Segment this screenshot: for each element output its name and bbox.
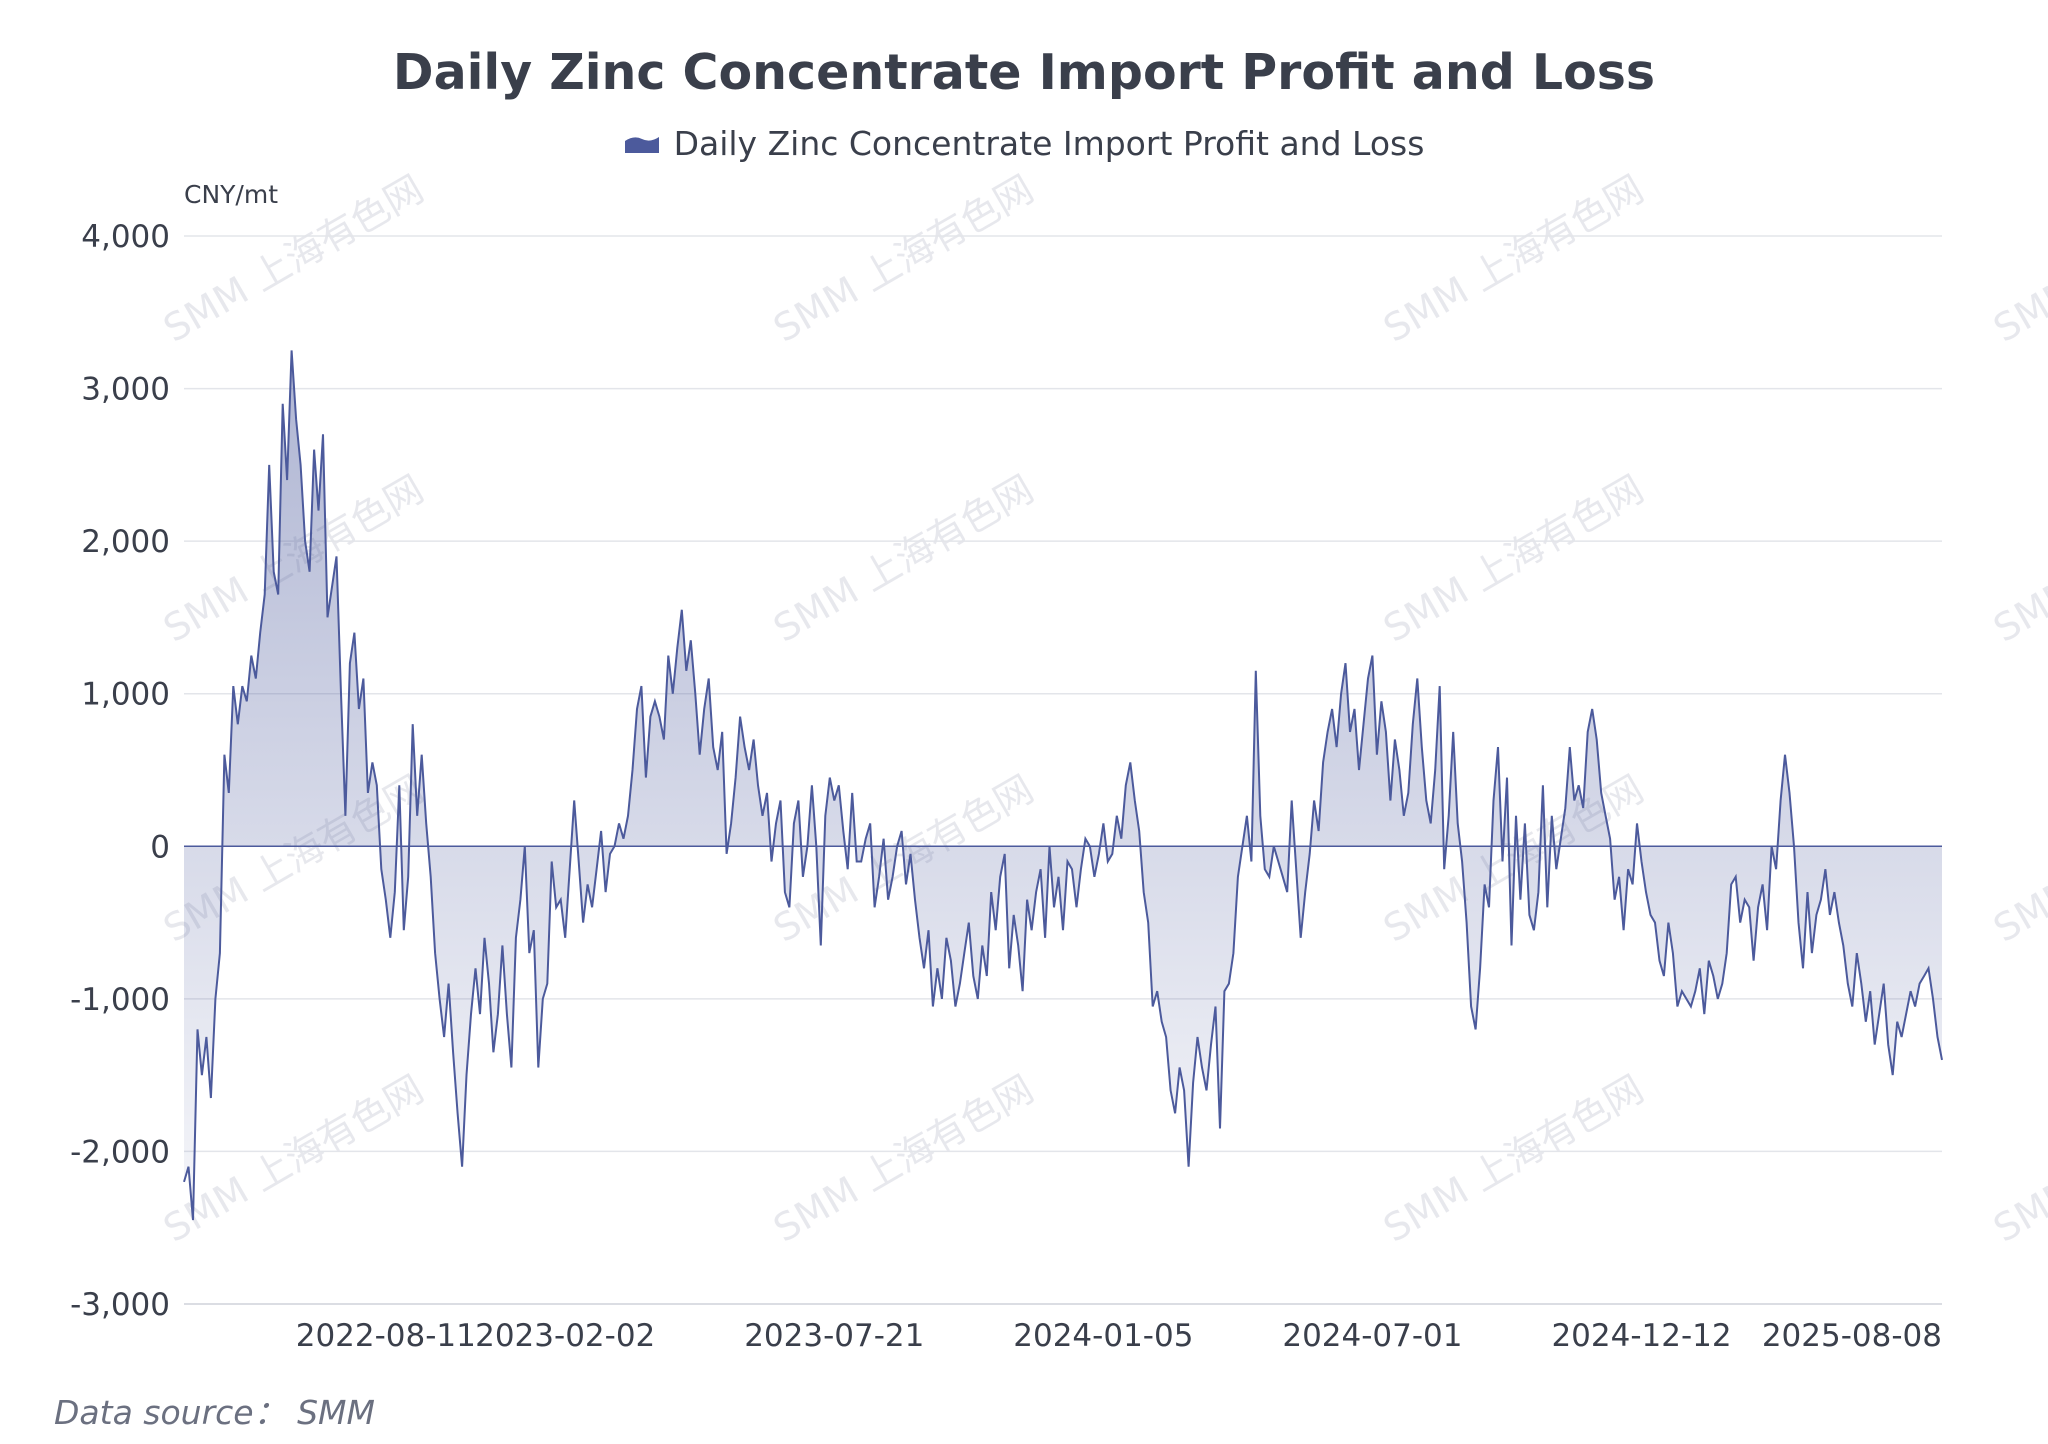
y-tick-label: -1,000 bbox=[70, 982, 170, 1018]
y-tick-label: 2,000 bbox=[81, 524, 170, 560]
watermark-text: SMM 上海有色网 bbox=[766, 467, 1041, 651]
grid-lines bbox=[184, 235, 1942, 1305]
y-tick-label: 1,000 bbox=[81, 677, 170, 713]
watermark-text: SMM 上海有色网 bbox=[766, 1067, 1041, 1251]
y-tick-label: -2,000 bbox=[70, 1134, 170, 1170]
data-source: Data source： SMM bbox=[54, 1393, 375, 1432]
legend-area-icon bbox=[624, 136, 659, 153]
y-tick-label: -3,000 bbox=[70, 1287, 170, 1323]
watermark-text: SMM 上海有色网 bbox=[1986, 167, 2048, 351]
x-tick-label: 2023-02-02 bbox=[475, 1318, 655, 1354]
x-tick-label: 2025-08-08 bbox=[1762, 1318, 1942, 1354]
chart-title: Daily Zinc Concentrate Import Profit and… bbox=[392, 44, 1656, 101]
y-axis: 4,000 3,000 2,000 1,000 0 -1,000 -2,000 -3,000 bbox=[70, 219, 170, 1323]
x-tick-label: 2024-07-01 bbox=[1282, 1318, 1462, 1354]
watermark-text: SMM 上海有色网 bbox=[156, 1067, 431, 1251]
y-tick-label: 4,000 bbox=[81, 219, 170, 255]
y-axis-unit: CNY/mt bbox=[184, 180, 278, 209]
watermark-text: SMM 上海有色网 bbox=[1376, 1067, 1651, 1251]
watermark-text: SMM 上海有色网 bbox=[1986, 1067, 2048, 1251]
x-axis: 2022-08-11 2023-02-02 2023-07-21 2024-01-05… bbox=[296, 1318, 1942, 1354]
series-line bbox=[183, 350, 1943, 1221]
watermark-text: SMM 上海有色网 bbox=[1376, 167, 1651, 351]
watermark-text: SMM 上海有色网 bbox=[1986, 767, 2048, 951]
x-tick-label: 2024-12-12 bbox=[1551, 1318, 1731, 1354]
y-tick-label: 0 bbox=[150, 829, 170, 865]
series-area bbox=[184, 350, 1942, 1221]
x-tick-label: 2022-08-11 bbox=[296, 1318, 476, 1354]
legend[interactable]: Daily Zinc Concentrate Import Profit and… bbox=[0, 124, 2048, 163]
y-tick-label: 3,000 bbox=[81, 372, 170, 408]
watermark-text: SMM 上海有色网 bbox=[1986, 467, 2048, 651]
watermark-layer: SMM 上海有色网 SMM 上海有色网 SMM 上海有色网 SMM 上海有色网 SMM … bbox=[156, 167, 2048, 1251]
legend-label: Daily Zinc Concentrate Import Profit and… bbox=[673, 124, 1425, 163]
x-tick-label: 2024-01-05 bbox=[1013, 1318, 1193, 1354]
watermark-text: SMM 上海有色网 bbox=[766, 167, 1041, 351]
x-tick-label: 2023-07-21 bbox=[744, 1318, 924, 1354]
watermark-text: SMM 上海有色网 bbox=[1376, 467, 1651, 651]
